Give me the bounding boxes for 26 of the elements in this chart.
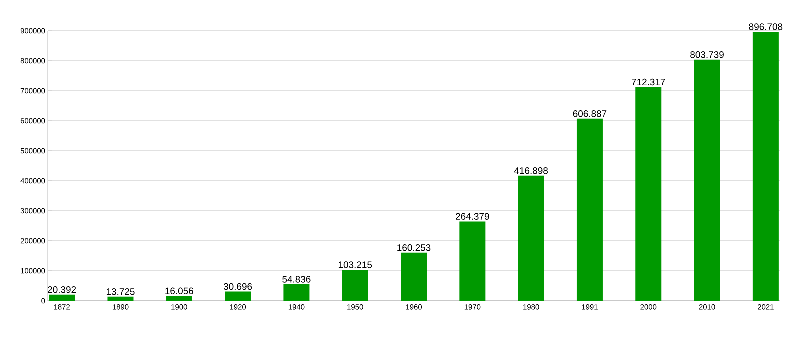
data-label: 803.739: [690, 51, 724, 58]
bar: [225, 292, 252, 301]
data-label: 20.392: [48, 286, 76, 294]
bar: [284, 284, 310, 301]
data-label: 103.215: [338, 262, 372, 268]
bar: [460, 222, 486, 301]
bar: [752, 32, 779, 301]
data-label: 416.898: [514, 168, 548, 174]
bar: [636, 87, 662, 301]
data-label: 264.379: [456, 213, 490, 220]
bar: [401, 252, 428, 301]
data-label: 896.708: [749, 24, 783, 30]
data-label: 160.253: [398, 244, 431, 252]
data-label: 30.696: [224, 283, 252, 290]
bar: [342, 270, 368, 301]
bar: [166, 296, 192, 301]
data-label: 606.887: [573, 110, 607, 118]
data-label: 13.725: [106, 288, 135, 296]
bar: [518, 176, 544, 301]
data-label: 54.836: [282, 276, 311, 283]
bar: [108, 296, 134, 301]
data-label: 712.317: [632, 78, 666, 86]
bar: [576, 118, 603, 301]
data-label: 16.056: [166, 288, 194, 294]
bar: [49, 294, 76, 301]
bar: [694, 60, 720, 301]
